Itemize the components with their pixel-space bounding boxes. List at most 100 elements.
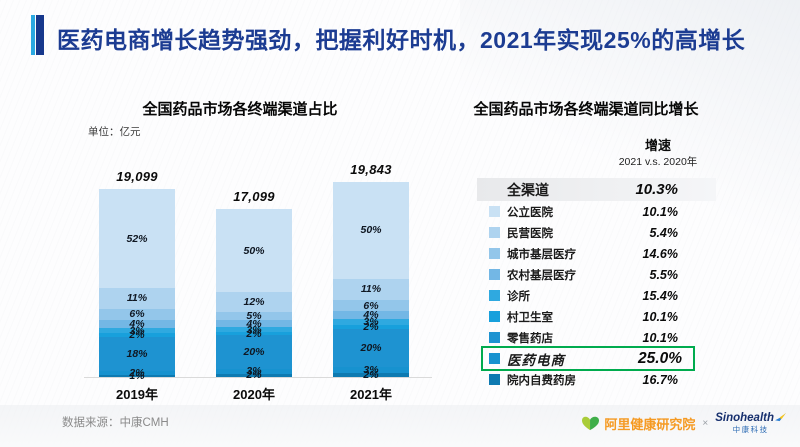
segment-label: 4% xyxy=(246,317,262,330)
segment-label: 18% xyxy=(126,347,148,360)
rate-row-value: 5.4% xyxy=(649,225,679,240)
segment-label: 20% xyxy=(360,341,382,354)
segment-医药电商: 2% xyxy=(99,368,175,378)
segment-label: 20% xyxy=(243,345,265,358)
rate-row-诊所: 诊所 15.4% xyxy=(477,285,716,306)
segment-民营医院: 11% xyxy=(333,278,409,300)
rate-table-title: 全国药品市场各终端渠道同比增长 xyxy=(473,101,699,118)
rate-table: 全渠道 10.3% 公立医院 10.1% 民营医院 5.4% 城市基层医疗 14.6% 农村基层… xyxy=(477,178,716,390)
segment-民营医院: 11% xyxy=(99,287,175,309)
segment-院内自费药房: 2% xyxy=(333,370,409,380)
segment-label: 1% xyxy=(129,369,145,382)
segment-label: 11% xyxy=(360,282,382,295)
segment-零售药店: 20% xyxy=(216,335,292,369)
rate-row-label: 农村基层医疗 xyxy=(507,269,576,282)
segment-村卫生室: 2% xyxy=(333,322,409,332)
segment-label: 2% xyxy=(246,368,262,381)
segment-label: 5% xyxy=(246,309,262,322)
sinohealth-logo: Sinohealth 中康科技 xyxy=(715,412,786,433)
rate-row-城市基层医疗: 城市基层医疗 14.6% xyxy=(477,243,716,264)
segment-label: 2% xyxy=(129,329,145,341)
rate-row-label: 全渠道 xyxy=(507,181,549,198)
segment-label: 3% xyxy=(363,315,379,328)
segment-城市基层医疗: 5% xyxy=(216,309,292,322)
title-accent-bar-light xyxy=(31,15,35,55)
segment-诊所: 3% xyxy=(333,315,409,328)
bar-category-label: 2021年 xyxy=(350,387,392,402)
segment-label: 2% xyxy=(246,327,262,340)
rate-row-label: 民营医院 xyxy=(507,227,553,240)
segment-诊所: 3% xyxy=(99,324,175,337)
legend-swatch xyxy=(489,269,500,280)
rate-row-公立医院: 公立医院 10.1% xyxy=(477,201,716,222)
rate-row-民营医院: 民营医院 5.4% xyxy=(477,222,716,243)
stacked-bar-2020年: 50% 12% 5% 4% 3% 2% 20% 3% 2% xyxy=(216,208,292,380)
rate-row-label: 村卫生室 xyxy=(507,311,553,324)
left-chart-title: 全国药品市场各终端渠道占比 xyxy=(142,101,338,118)
sinohealth-logo-text: Sinohealth xyxy=(715,412,774,424)
page-title: 医药电商增长趋势强劲，把握利好时机，2021年实现25%的高增长 xyxy=(57,27,746,53)
rate-row-value: 15.4% xyxy=(642,288,678,303)
segment-医药电商: 3% xyxy=(333,365,409,375)
segment-诊所: 3% xyxy=(216,324,292,334)
rate-row-label: 诊所 xyxy=(507,290,530,303)
segment-村卫生室: 2% xyxy=(216,328,292,338)
segment-民营医院: 12% xyxy=(216,292,292,313)
bar-total-label: 17,099 xyxy=(233,188,275,204)
legend-swatch xyxy=(489,206,500,217)
segment-公立医院: 52% xyxy=(99,189,175,288)
segment-城市基层医疗: 6% xyxy=(99,308,175,321)
segment-院内自费药房: 1% xyxy=(99,371,175,381)
bar-total-label: 19,843 xyxy=(350,162,392,177)
rate-row-医药电商: 医药电商 25.0% xyxy=(477,346,716,371)
legend-swatch xyxy=(489,353,500,364)
bar-total-label: 19,099 xyxy=(116,169,158,185)
rate-row-label: 零售药店 xyxy=(507,332,553,345)
rate-row-label: 公立医院 xyxy=(507,206,553,219)
ali-health-logo-text: 阿里健康研究院 xyxy=(604,416,696,432)
logo-separator: × xyxy=(702,417,709,429)
rate-row-全渠道: 全渠道 10.3% xyxy=(477,178,716,201)
segment-label: 2% xyxy=(129,366,145,379)
segment-label: 2% xyxy=(363,320,379,333)
segment-院内自费药房: 2% xyxy=(216,370,292,380)
axis-baseline xyxy=(84,377,432,378)
segment-医药电商: 3% xyxy=(216,364,292,377)
segment-城市基层医疗: 6% xyxy=(333,299,409,312)
legend-swatch xyxy=(489,332,500,343)
rate-row-label: 医药电商 xyxy=(507,352,565,368)
rate-row-value: 5.5% xyxy=(649,267,679,282)
footer-logos: 阿里健康研究院 × Sinohealth 中康科技 xyxy=(581,412,786,433)
segment-label: 52% xyxy=(126,232,148,245)
rate-row-value: 10.1% xyxy=(642,330,678,345)
rate-row-label: 院内自费药房 xyxy=(507,374,576,387)
rate-row-value: 25.0% xyxy=(638,349,682,367)
rate-row-value: 10.1% xyxy=(642,204,678,219)
segment-村卫生室: 2% xyxy=(99,330,175,340)
segment-农村基层医疗: 4% xyxy=(333,308,409,321)
stacked-bar-2019年: 52% 11% 6% 4% 3% 2% 18% 2% 1% xyxy=(99,189,175,381)
rate-col-subheader: 2021 v.s. 2020年 xyxy=(618,156,698,168)
heart-icon xyxy=(582,416,600,430)
segment-label: 3% xyxy=(129,324,145,337)
rate-row-零售药店: 零售药店 10.1% xyxy=(477,327,716,348)
segment-label: 4% xyxy=(363,308,379,321)
segment-label: 6% xyxy=(129,308,145,321)
legend-swatch xyxy=(489,374,500,385)
ali-health-logo: 阿里健康研究院 xyxy=(581,414,695,433)
segment-公立医院: 50% xyxy=(216,208,292,293)
rate-row-value: 14.6% xyxy=(642,246,678,261)
segment-label: 3% xyxy=(246,364,262,377)
segment-零售药店: 20% xyxy=(333,328,409,368)
rate-col-header: 增速 xyxy=(644,138,671,153)
rate-row-农村基层医疗: 农村基层医疗 5.5% xyxy=(477,264,716,285)
segment-农村基层医疗: 4% xyxy=(216,317,292,330)
segment-零售药店: 18% xyxy=(99,337,175,372)
segment-label: 12% xyxy=(243,295,265,308)
stacked-bar-2021年: 50% 11% 6% 4% 3% 2% 20% 3% 2% xyxy=(333,182,409,380)
bar-category-label: 2020年 xyxy=(233,387,275,402)
rate-row-value: 10.3% xyxy=(635,181,678,198)
segment-公立医院: 50% xyxy=(333,182,409,279)
